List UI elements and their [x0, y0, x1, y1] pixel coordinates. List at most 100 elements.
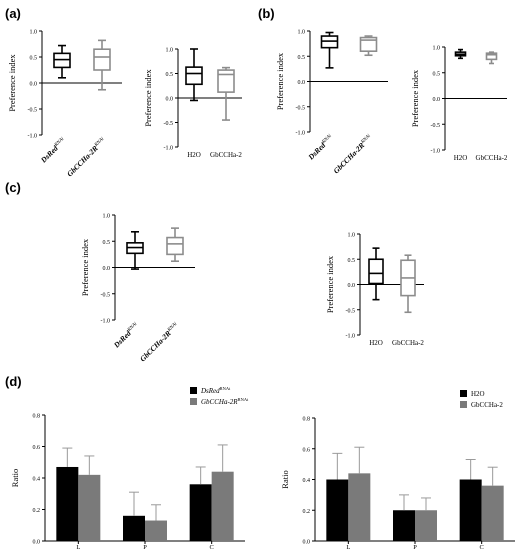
x-tick-label-main: GbCCHa-2R: [138, 329, 173, 364]
legend: H2O GbCCHa-2: [460, 390, 503, 409]
y-tick-label: 0.8: [303, 417, 311, 423]
y-tick-label: 0.0: [166, 97, 174, 103]
bar: [348, 473, 371, 541]
y-tick-label: 0.0: [298, 80, 306, 86]
box-1: DsRedRNAi: [111, 231, 144, 350]
y-tick-label: 1.0: [298, 30, 306, 36]
barchart-d-right: 0.0 0.2 0.4 0.6 0.8 Ratio L P C H2O GbCCHa-2: [280, 390, 515, 550]
bar: [78, 474, 101, 541]
box-2: GbCCHa-2: [210, 66, 242, 159]
x-tick-label: DsRedRNAi: [306, 133, 336, 163]
y-tick-label: 1.0: [166, 48, 174, 54]
boxplot-c-left: -1.0 -0.5 0.0 0.5 1.0 Preference index DsRedRN…: [80, 214, 195, 364]
bar: [393, 510, 415, 541]
y-tick-label: 0.6: [303, 447, 311, 453]
legend-label: H2O: [471, 390, 485, 398]
panel-label-b: (b): [258, 6, 275, 21]
bar: [211, 471, 234, 541]
legend-swatch: [190, 387, 197, 394]
x-tick-label-sup: RNAi: [360, 133, 372, 145]
bar: [123, 515, 145, 541]
box-iqr: [485, 52, 498, 61]
bar: [56, 466, 79, 541]
y-axis-label: Preference index: [80, 238, 90, 296]
y-tick-label: -0.5: [296, 105, 306, 111]
y-tick-label: 0.2: [33, 508, 41, 514]
x-tick-label: GbCCHa-2: [210, 151, 242, 159]
box-iqr: [368, 258, 384, 285]
boxplot-c-right: -1.0 -0.5 0.0 0.5 1.0 Preference index H2O GbCC…: [325, 233, 424, 348]
y-tick-label: 0.0: [348, 283, 356, 289]
y-tick-label: -1.0: [101, 319, 111, 325]
x-tick-label: P: [143, 544, 147, 550]
y-tick-label: 1.0: [348, 233, 356, 239]
legend-label: GbCCHa-2: [471, 401, 503, 409]
x-tick-label-sup: RNAi: [321, 133, 333, 145]
bar: [415, 510, 437, 541]
y-axis-label: Ratio: [10, 469, 20, 487]
panel-label-c: (c): [5, 180, 21, 195]
y-tick-label: 0.6: [33, 445, 41, 451]
box-iqr: [93, 48, 111, 71]
x-tick-label: C: [479, 544, 483, 550]
y-tick-label: 0.5: [348, 258, 356, 264]
box-iqr: [359, 36, 378, 52]
y-tick-label: 0.4: [33, 477, 41, 483]
box-1: H2O: [368, 247, 384, 347]
y-tick-label: 0.0: [103, 266, 111, 272]
y-tick-label: -1.0: [164, 146, 174, 152]
y-tick-label: 0.5: [103, 240, 111, 246]
legend-swatch: [460, 390, 467, 397]
x-tick-label: H2O: [187, 151, 201, 159]
y-tick-label: 1.0: [433, 46, 441, 52]
x-tick-label: DsRedRNAi: [38, 136, 68, 166]
y-tick-label: 0.0: [33, 540, 41, 546]
y-axis-label: Preference index: [410, 69, 420, 127]
x-tick-label-sup: RNAi: [166, 321, 178, 333]
x-tick-label: GbCCHa-2RRNAi: [65, 136, 108, 179]
y-tick-label: 0.4: [303, 478, 311, 484]
y-tick-label: 0.5: [166, 72, 174, 78]
legend-swatch: [460, 401, 467, 408]
x-tick-label: GbCCHa-2RRNAi: [332, 133, 375, 176]
y-tick-label: 1.0: [103, 214, 111, 220]
y-tick-label: -0.5: [28, 108, 38, 114]
legend-label: DsRedRNAi: [200, 386, 231, 395]
y-axis-label: Preference index: [325, 255, 335, 313]
x-tick-label: H2O: [369, 339, 383, 347]
y-tick-label: 0.2: [303, 509, 311, 515]
y-tick-label: -0.5: [431, 123, 441, 129]
legend-label-main: H2O: [471, 390, 485, 398]
legend-label-main: GbCCHa-2R: [201, 398, 238, 406]
x-tick-label-main: GbCCHa-2R: [65, 144, 100, 179]
y-tick-label: -1.0: [431, 149, 441, 155]
boxplot-b-left: -1.0 -0.5 0.0 0.5 1.0 Preference index DsRedRN…: [275, 30, 388, 176]
box-1: DsRedRNAi: [38, 44, 71, 166]
y-tick-label: 1.0: [30, 30, 38, 36]
boxplot-b-right: -1.0 -0.5 0.0 0.5 1.0 Preference index H2O GbCC…: [410, 46, 508, 163]
y-tick-label: -1.0: [28, 134, 38, 140]
x-tick-label-sup: RNAi: [53, 136, 65, 148]
legend-label-main: DsRed: [200, 387, 220, 395]
y-axis-label: Ratio: [280, 470, 290, 488]
box-2: GbCCHa-2: [476, 51, 508, 162]
y-tick-label: -1.0: [346, 334, 356, 340]
box-2: GbCCHa-2RRNAi: [65, 39, 111, 179]
x-tick-label: GbCCHa-2RRNAi: [138, 321, 181, 364]
box-iqr: [185, 66, 203, 86]
legend-label-sup: RNAi: [238, 397, 250, 402]
y-tick-label: 0.0: [30, 82, 38, 88]
y-tick-label: 0.5: [298, 55, 306, 61]
boxplot-a-left: -1.0 -0.5 0.0 0.5 1.0 Preference index DsRedRN…: [7, 30, 122, 179]
y-tick-label: 0.5: [30, 56, 38, 62]
legend-label-sup: RNAi: [220, 386, 232, 391]
y-axis-label: Preference index: [143, 69, 153, 127]
x-tick-label: H2O: [454, 154, 468, 162]
x-tick-label-sup: RNAi: [93, 136, 105, 148]
y-tick-label: 0.0: [303, 540, 311, 546]
legend-label-main: GbCCHa-2: [471, 401, 503, 409]
x-tick-label: L: [346, 544, 350, 550]
y-tick-label: 0.0: [433, 97, 441, 103]
